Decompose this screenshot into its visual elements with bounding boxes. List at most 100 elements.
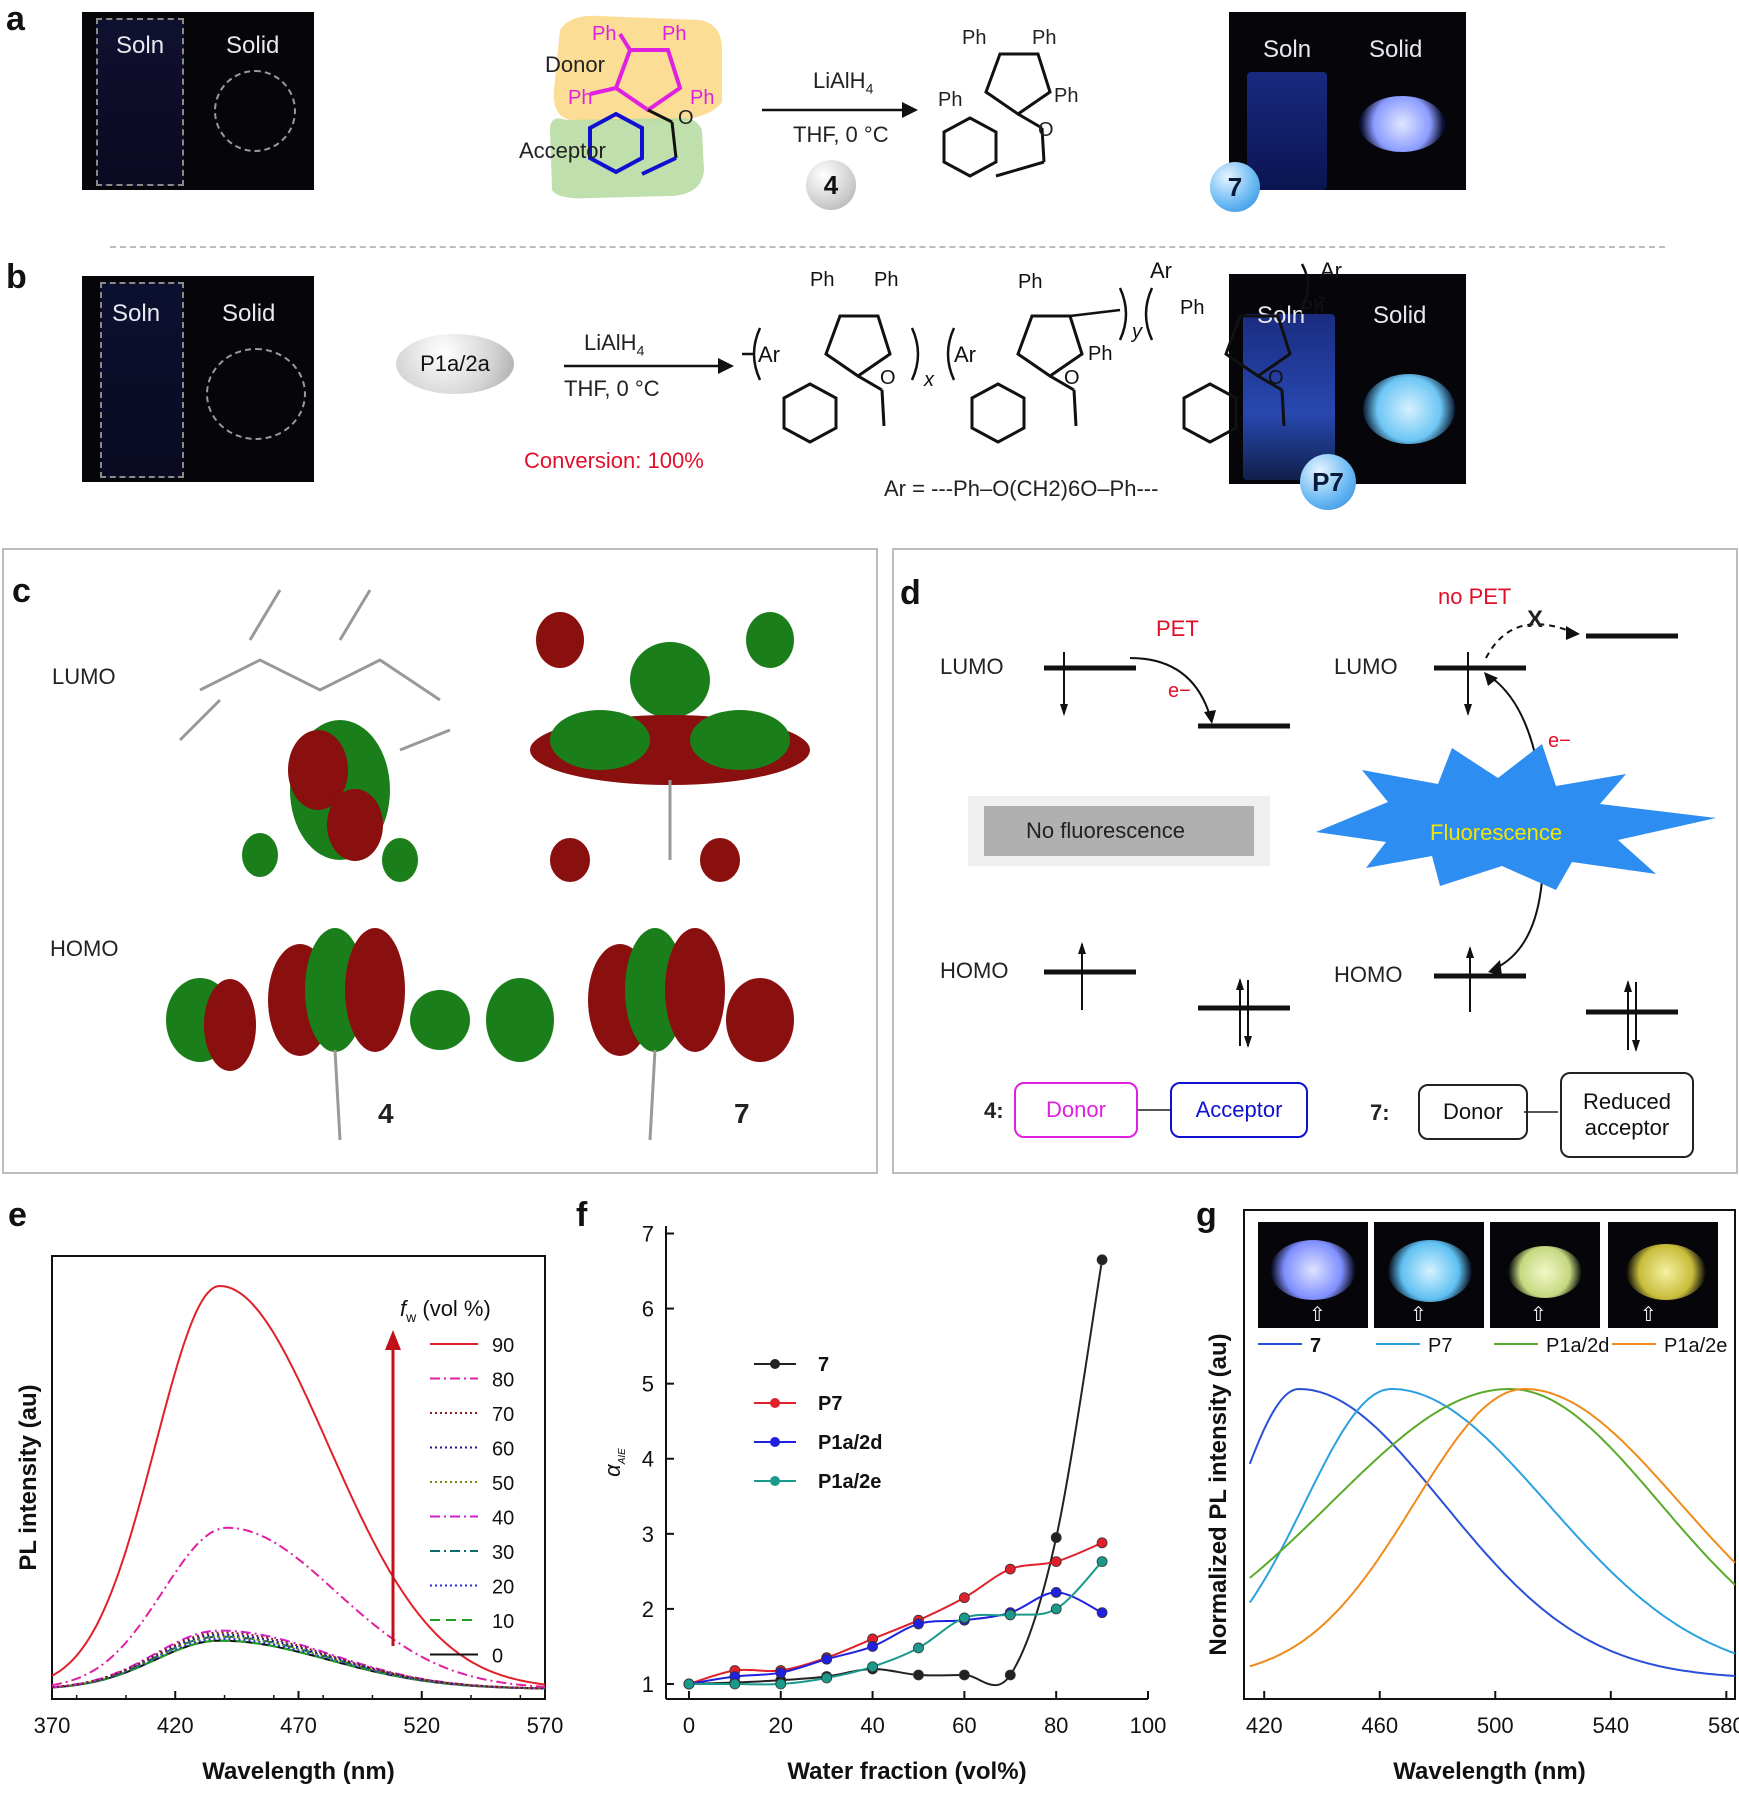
soln-label: Soln [1263, 36, 1312, 63]
legend-label-40: 40 [492, 1508, 514, 1530]
legend-label-90: 90 [492, 1335, 514, 1357]
conditions-b: THF, 0 °C [564, 376, 660, 401]
photo-a-left: Soln Solid [82, 12, 314, 190]
reduced-acceptor-line1: Reduced [1582, 1089, 1672, 1114]
x-tick-label: 580 [1708, 1713, 1739, 1738]
donor-highlight [553, 15, 722, 122]
data-point-P1a/2d [1050, 1586, 1062, 1598]
data-point-7 [958, 1669, 970, 1681]
data-point-P1a/2e [913, 1642, 924, 1654]
x-tick-label: 60 [952, 1713, 976, 1738]
legend-label-0: 0 [492, 1646, 503, 1668]
x-tick-label: 520 [403, 1713, 440, 1738]
data-point-P1a/2d [775, 1667, 787, 1679]
donor-box-4: Donor [1014, 1082, 1138, 1138]
x-tick-label: 80 [1044, 1713, 1068, 1738]
photo-b-left: Soln Solid [82, 276, 314, 482]
plot-frame [1243, 1209, 1736, 1700]
compound-4-badge: 4 [806, 160, 856, 210]
vial-outline [96, 18, 184, 186]
x-tick-label: 40 [860, 1713, 884, 1738]
solid-powder [1363, 374, 1455, 444]
donor-label: Donor [545, 52, 605, 77]
g-photo-p1a2e: ⇧ [1608, 1222, 1718, 1328]
svg-text:O: O [1064, 367, 1080, 389]
data-point-P1a/2e [1004, 1609, 1016, 1621]
ph-7a: Ph [962, 27, 986, 49]
photo-a-right: Soln Solid [1229, 12, 1466, 190]
g-photo-p7: ⇧ [1374, 1222, 1484, 1328]
reduced-acceptor-line2: acceptor [1584, 1115, 1670, 1140]
solid-label: Solid [222, 300, 276, 327]
x-tick-label: 100 [1130, 1713, 1167, 1738]
donor-box-7: Donor [1418, 1084, 1528, 1140]
x-tick-label: 0 [683, 1713, 695, 1738]
x-tick-label: 460 [1361, 1713, 1398, 1738]
ar-definition: Ar = ---Ph–O(CH2)6O–Ph--- [884, 476, 1159, 501]
series-line-7 [688, 1259, 1104, 1687]
d-homo-left: HOMO [940, 958, 1009, 983]
svg-text:Ph: Ph [810, 269, 834, 291]
row-7-label: 7: [1370, 1100, 1390, 1125]
ph-4a: Ph [592, 23, 616, 45]
ph-4c: Ph [568, 87, 592, 109]
legend-label-60: 60 [492, 1439, 514, 1461]
svg-text:Ar: Ar [954, 342, 976, 367]
reagent-b: LiAlH4 [584, 330, 645, 359]
x-axis-label: Water fraction (vol%) [787, 1758, 1026, 1785]
conditions-a: THF, 0 °C [793, 122, 889, 147]
series-line-P7 [688, 1541, 1103, 1685]
solid-outline [214, 70, 296, 152]
svg-text:Ar: Ar [1150, 258, 1172, 283]
soln-label: Soln [116, 32, 165, 59]
svg-text:Ph: Ph [1018, 271, 1042, 293]
x-tick-label: 420 [1246, 1713, 1283, 1738]
p7-badge: P7 [1300, 454, 1356, 510]
g-photo-p1a2d: ⇧ [1490, 1222, 1600, 1328]
solid-label: Solid [1373, 302, 1427, 329]
panel-label-b: b [6, 258, 27, 296]
lumo-4 [178, 589, 451, 752]
data-point-P7 [1096, 1537, 1108, 1549]
svg-text:Ph: Ph [1088, 343, 1112, 365]
panel-label-f: f [576, 1196, 588, 1234]
x-tick-label: 500 [1477, 1713, 1514, 1738]
acceptor-box-4: Acceptor [1170, 1082, 1308, 1138]
panel-label-d: d [900, 574, 921, 612]
data-point-P1a/2e [775, 1678, 787, 1690]
y-tick-label: 2 [642, 1597, 654, 1622]
legend-label-20: 20 [492, 1577, 514, 1599]
data-point-P1a/2e [729, 1678, 741, 1690]
cross-mark: X [1527, 606, 1544, 633]
y-tick-label: 3 [642, 1522, 654, 1547]
panel-d-frame [892, 548, 1738, 1174]
data-point-P1a/2e [683, 1678, 695, 1690]
no-fluorescence-label: No fluorescence [1026, 818, 1185, 843]
o-4: O [678, 107, 694, 129]
svg-text:O: O [1268, 367, 1284, 389]
series-line-40 [51, 1629, 546, 1690]
data-point-P1a/2d [867, 1641, 878, 1652]
homo-label: HOMO [50, 936, 119, 961]
x-axis-label: Wavelength (nm) [1393, 1758, 1585, 1785]
soln-label: Soln [112, 300, 161, 327]
legend-marker-P1a/2d [770, 1437, 780, 1447]
ph-4d: Ph [690, 87, 714, 109]
vial-glow [1243, 314, 1335, 480]
solid-outline [206, 348, 306, 440]
data-point-P7 [1050, 1556, 1062, 1568]
electron-label-right: e− [1548, 730, 1571, 752]
x-axis-label: Wavelength (nm) [202, 1758, 394, 1785]
reduced-acceptor-box-7: Reduced acceptor [1560, 1072, 1694, 1158]
acceptor-label: Acceptor [519, 138, 606, 163]
legend-label-P1a/2d: P1a/2d [1546, 1335, 1609, 1357]
svg-text:Ar: Ar [1320, 258, 1342, 283]
vial-outline [100, 282, 184, 478]
data-point-7 [1004, 1669, 1016, 1681]
g-photo-7: ⇧ [1258, 1222, 1368, 1328]
conversion-label: Conversion: 100% [524, 448, 704, 473]
orbital-images [166, 589, 810, 1141]
d-homo-right: HOMO [1334, 962, 1403, 987]
x-tick-label: 20 [769, 1713, 793, 1738]
lumo-label: LUMO [52, 664, 116, 689]
